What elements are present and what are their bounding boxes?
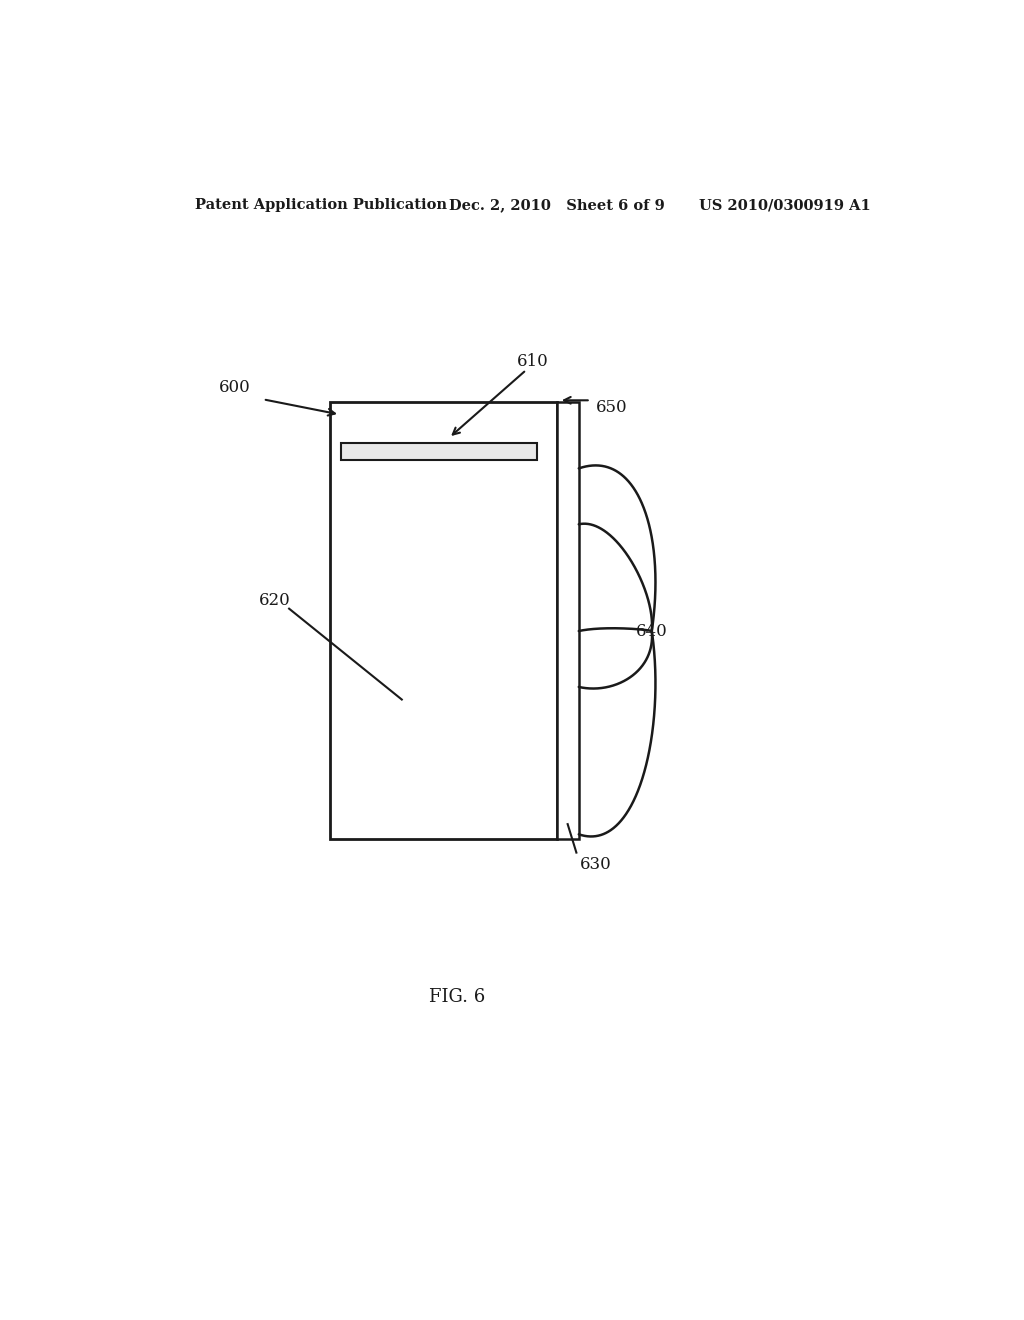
Text: US 2010/0300919 A1: US 2010/0300919 A1 xyxy=(699,198,871,213)
Bar xyxy=(341,444,538,461)
Text: 630: 630 xyxy=(581,857,612,874)
Text: 640: 640 xyxy=(636,623,668,639)
Text: 620: 620 xyxy=(259,593,291,609)
Text: Patent Application Publication: Patent Application Publication xyxy=(196,198,447,213)
Bar xyxy=(331,403,557,840)
Text: FIG. 6: FIG. 6 xyxy=(429,987,485,1006)
Bar xyxy=(557,403,579,840)
Text: 610: 610 xyxy=(517,354,549,370)
Text: 650: 650 xyxy=(596,399,628,416)
Text: Dec. 2, 2010   Sheet 6 of 9: Dec. 2, 2010 Sheet 6 of 9 xyxy=(450,198,666,213)
Text: 600: 600 xyxy=(219,379,251,396)
